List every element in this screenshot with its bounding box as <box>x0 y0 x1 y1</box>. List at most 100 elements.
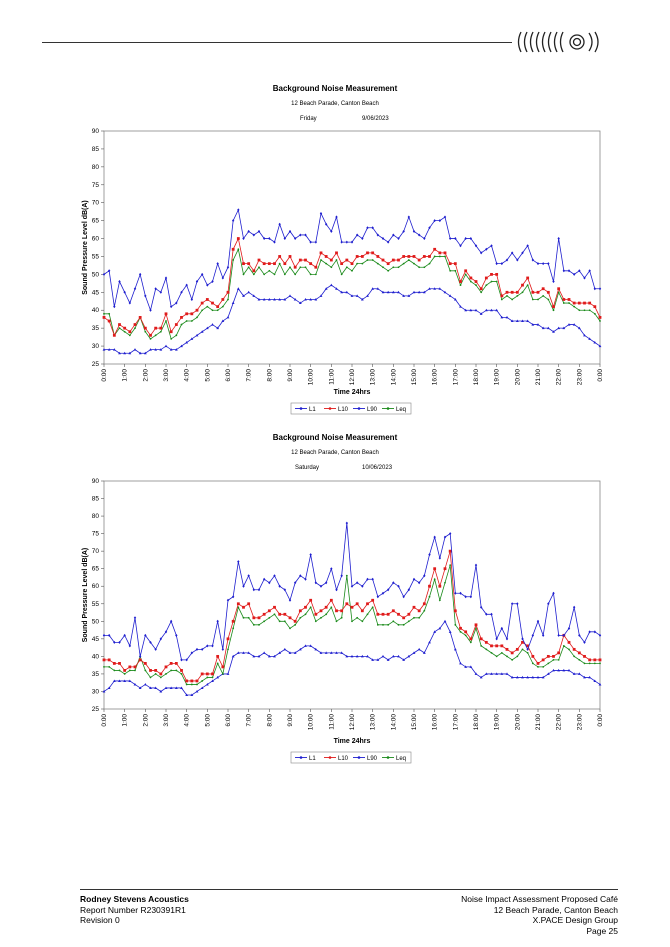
point-leq <box>232 259 235 261</box>
point-l1 <box>397 237 400 241</box>
point-l10 <box>381 258 385 262</box>
point-l1 <box>345 521 349 525</box>
x-tick-label: 20:00 <box>514 714 521 731</box>
point-l1 <box>366 577 369 581</box>
x-tick-label: 21:00 <box>535 714 542 731</box>
point-l90 <box>309 297 313 301</box>
point-leq <box>273 613 276 616</box>
point-leq <box>330 606 333 609</box>
point-l10 <box>211 301 214 305</box>
point-l1 <box>350 584 354 588</box>
point-l1 <box>572 272 576 276</box>
point-leq <box>190 683 193 686</box>
point-l90 <box>319 651 323 654</box>
point-leq <box>201 309 204 312</box>
point-l90 <box>438 287 442 290</box>
point-l90 <box>200 686 204 689</box>
point-l90 <box>546 672 550 675</box>
point-l90 <box>531 675 535 679</box>
point-l10 <box>428 584 431 588</box>
point-l10 <box>469 276 473 280</box>
point-l90 <box>521 319 524 322</box>
point-leq <box>495 655 498 658</box>
point-l1 <box>355 233 359 237</box>
point-l1 <box>113 640 116 644</box>
point-l1 <box>376 595 380 599</box>
point-leq <box>521 648 524 651</box>
point-l10 <box>257 258 261 262</box>
point-l1 <box>428 226 431 230</box>
point-l90 <box>159 348 163 351</box>
point-l1 <box>567 269 571 273</box>
point-l1 <box>516 258 519 262</box>
x-tick-label: 11:00 <box>328 714 335 730</box>
point-l90 <box>479 312 483 315</box>
point-l1 <box>221 276 225 280</box>
point-l10 <box>112 333 116 337</box>
point-l1 <box>175 301 178 305</box>
point-leq <box>568 302 570 304</box>
point-l1 <box>459 591 462 595</box>
point-l90 <box>200 330 204 333</box>
point-l90 <box>490 308 493 312</box>
point-l1 <box>495 262 498 266</box>
footer-doc-title: Noise Impact Assessment Proposed Café <box>461 894 618 904</box>
point-l10 <box>205 672 209 676</box>
x-tick-label: 6:00 <box>225 369 232 382</box>
point-leq <box>423 609 426 612</box>
point-l10 <box>190 679 194 683</box>
point-l10 <box>557 287 561 291</box>
point-l10 <box>583 654 586 658</box>
point-leq <box>428 262 431 265</box>
point-l10 <box>433 567 437 571</box>
point-l90 <box>593 340 597 344</box>
point-l1 <box>206 644 209 648</box>
y-tick-label: 45 <box>92 289 100 296</box>
point-l1 <box>242 584 245 588</box>
point-l90 <box>355 294 359 297</box>
point-l10 <box>221 298 225 301</box>
point-l90 <box>484 672 488 675</box>
point-leq <box>351 620 353 623</box>
point-l1 <box>552 591 555 595</box>
point-l1 <box>572 605 576 609</box>
point-leq <box>361 620 364 623</box>
point-l90 <box>164 344 168 348</box>
point-l1 <box>505 637 509 641</box>
point-l90 <box>242 651 245 654</box>
point-l90 <box>552 330 555 333</box>
point-l10 <box>164 665 168 669</box>
point-l90 <box>541 675 545 679</box>
point-l90 <box>112 348 116 351</box>
point-l1 <box>314 581 318 585</box>
point-l1 <box>531 258 535 262</box>
point-l10 <box>536 662 540 665</box>
point-l1 <box>309 240 312 244</box>
point-leq <box>144 330 147 333</box>
point-leq <box>180 323 183 326</box>
point-l10 <box>185 679 189 683</box>
point-l10 <box>360 609 364 613</box>
point-l10 <box>118 323 121 326</box>
x-tick-label: 3:00 <box>163 714 170 727</box>
point-l90 <box>174 686 178 689</box>
point-l1 <box>454 237 457 241</box>
footer-left: Rodney Stevens Acoustics Report Number R… <box>80 894 189 926</box>
point-l10 <box>128 665 132 669</box>
point-l10 <box>371 598 375 602</box>
legend-marker-l1 <box>299 407 303 410</box>
point-l10 <box>123 326 127 330</box>
point-l90 <box>433 287 437 290</box>
chart-date: 9/06/2023 <box>362 116 389 122</box>
x-tick-label: 16:00 <box>432 369 439 386</box>
point-l1 <box>350 240 354 244</box>
point-leq <box>490 280 493 283</box>
point-l1 <box>583 640 586 644</box>
footer-report-number: Report Number R230391R1 <box>80 904 186 915</box>
point-l10 <box>557 651 561 655</box>
point-l1 <box>169 305 173 309</box>
point-l1 <box>247 229 250 233</box>
point-l1 <box>288 598 292 602</box>
point-l90 <box>211 323 214 326</box>
point-l1 <box>159 290 163 294</box>
